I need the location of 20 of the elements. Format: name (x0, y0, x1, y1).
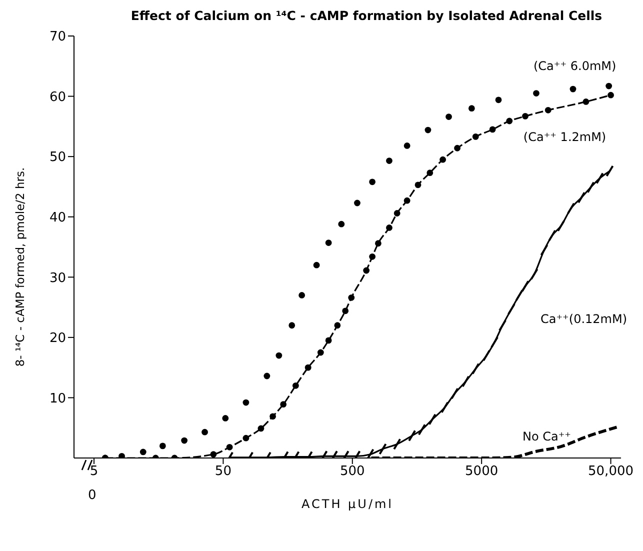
series-label: (Ca⁺⁺ 6.0mM) (533, 59, 616, 74)
y-tick-label: 70 (49, 30, 66, 45)
x-tick-label: 5000 (465, 464, 498, 480)
series-label: No Ca⁺⁺ (522, 430, 572, 444)
y-tick-label: 50 (49, 150, 66, 166)
x-axis-title: ACTH µU/ml (301, 497, 394, 511)
text: Ca⁺⁺(0.12mM) (540, 312, 628, 326)
x-tick-label: 500 (340, 464, 365, 480)
y-axis-title: 8- ¹⁴C - cAMP formed, pmole/2 hrs. (13, 167, 28, 367)
chart-title: Effect of Calcium on ¹⁴C - cAMP formation by Isolated Adrenal Cells (130, 8, 604, 25)
series-label: (Ca⁺⁺ 1.2mM) (523, 130, 606, 144)
y-tick-label: 10 (49, 391, 66, 406)
x-tick-label: 50 (214, 464, 232, 480)
y-tick-label: 30 (49, 270, 66, 286)
y-tick-label: 60 (49, 90, 66, 105)
x-tick-label: 5 (90, 464, 98, 480)
text: 0 (88, 488, 96, 503)
y-tick-label: 40 (49, 210, 66, 226)
y-tick-label: 20 (49, 331, 66, 346)
x-tick-label: 50,000 (588, 464, 634, 480)
